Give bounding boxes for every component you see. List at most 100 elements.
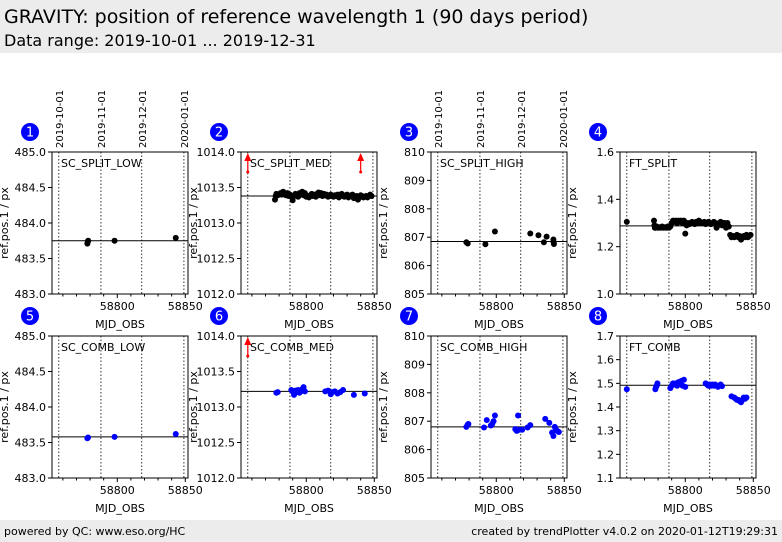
x-axis-label: MJD_OBS — [474, 502, 524, 515]
data-point — [483, 417, 490, 424]
page-header: GRAVITY: position of reference wavelengt… — [0, 0, 782, 53]
data-point — [361, 390, 368, 397]
data-point — [719, 383, 725, 390]
page-title: GRAVITY: position of reference wavelengt… — [4, 6, 589, 28]
data-point — [491, 228, 498, 235]
y-tick-label: 483.0 — [15, 288, 47, 301]
x-axis-label: MJD_OBS — [284, 502, 334, 515]
y-tick-label: 1012.5 — [197, 253, 236, 266]
data-point — [542, 415, 549, 422]
axes-frame — [619, 335, 757, 479]
data-point — [550, 432, 557, 439]
x-tick-label: 58850 — [168, 484, 203, 497]
y-tick-label: 808 — [404, 387, 425, 400]
y-axis-label: ref.pos.1 / px — [0, 371, 11, 443]
data-point — [519, 426, 526, 433]
y-tick-label: 1.0 — [597, 288, 615, 301]
axes-frame — [430, 151, 568, 295]
powered-by-text: powered by QC: www.eso.org/HC — [4, 525, 186, 538]
date-tick-label: 2020-01-01 — [559, 90, 570, 148]
data-point — [465, 421, 472, 428]
y-tick-label: 1013.0 — [197, 401, 236, 414]
y-tick-label: 485.0 — [15, 146, 47, 159]
data-point — [490, 418, 497, 425]
panel-6: 6 1012.0 1012.5 1013.0 1013.5 1014.0 58800 5885… — [187, 307, 392, 515]
y-axis-label: ref.pos.1 / px — [566, 187, 579, 259]
x-axis-label: MJD_OBS — [95, 318, 145, 331]
panel-5: 5 483.0 483.5 484.0 484.5 485.0 58800 58850 MJD_… — [0, 307, 203, 515]
y-tick-label: 1.6 — [597, 354, 615, 367]
y-tick-label: 809 — [404, 174, 425, 187]
panel-badge-number: 5 — [26, 310, 34, 325]
axes-frame — [240, 335, 378, 479]
data-point — [368, 193, 375, 200]
data-point — [555, 428, 562, 435]
panel-7: 7 805 806 807 808 809 810 58800 58850 MJD_OBS ref.… — [377, 307, 582, 515]
data-point — [85, 434, 92, 441]
y-tick-label: 1.2 — [597, 448, 615, 461]
y-tick-label: 1.3 — [597, 425, 615, 438]
panel-badge-number: 3 — [405, 126, 413, 141]
data-point — [274, 389, 281, 396]
page-footer: powered by QC: www.eso.org/HC created by… — [0, 520, 782, 542]
data-point — [111, 237, 118, 244]
y-tick-label: 809 — [404, 358, 425, 371]
y-tick-label: 484.5 — [15, 182, 47, 195]
x-axis-label: MJD_OBS — [284, 318, 334, 331]
y-axis-label: ref.pos.1 / px — [377, 371, 390, 443]
y-tick-label: 1013.5 — [197, 366, 236, 379]
data-point — [651, 217, 657, 224]
x-tick-label: 58800 — [289, 484, 324, 497]
data-point — [527, 230, 534, 237]
data-range-subtitle: Data range: 2019-10-01 ... 2019-12-31 — [4, 31, 316, 50]
data-point — [550, 241, 557, 248]
data-point — [654, 380, 661, 387]
x-tick-label: 58850 — [547, 484, 582, 497]
panel-label: SC_SPLIT_HIGH — [440, 157, 524, 170]
data-point — [543, 233, 550, 240]
x-tick-label: 58800 — [289, 300, 324, 313]
outlier-arrow-icon — [244, 153, 252, 161]
panel-badge — [21, 307, 39, 325]
x-tick-label: 58850 — [357, 300, 392, 313]
data-point — [85, 237, 92, 244]
y-axis-label: ref.pos.1 / px — [187, 371, 200, 443]
y-tick-label: 483.5 — [15, 253, 47, 266]
panel-badge — [400, 123, 418, 141]
y-tick-label: 1.4 — [597, 401, 615, 414]
data-point — [340, 386, 346, 393]
panel-badge-number: 8 — [594, 310, 602, 325]
panel-label: SC_COMB_MED — [250, 341, 334, 354]
data-point — [743, 394, 750, 401]
data-point — [482, 241, 489, 248]
y-tick-label: 484.0 — [15, 217, 47, 230]
data-point — [546, 419, 553, 426]
y-tick-label: 805 — [404, 288, 425, 301]
x-tick-label: 58800 — [668, 484, 703, 497]
panel-badge — [210, 123, 228, 141]
y-tick-label: 807 — [404, 415, 425, 428]
data-point — [301, 388, 308, 395]
panel-badge-number: 6 — [215, 310, 223, 325]
y-tick-label: 485.0 — [15, 330, 47, 343]
x-axis-label: MJD_OBS — [474, 318, 524, 331]
y-tick-label: 483.0 — [15, 472, 47, 485]
y-tick-label: 805 — [404, 472, 425, 485]
data-point — [747, 231, 754, 238]
panel-4: 4 1.0 1.2 1.4 1.6 58800 58850 MJD_OBS ref.pos.1 … — [566, 123, 771, 331]
y-tick-label: 1.1 — [597, 472, 615, 485]
data-point — [527, 422, 534, 429]
data-point — [540, 239, 547, 246]
outlier-marker — [246, 170, 250, 174]
data-point — [682, 230, 689, 237]
panel-label: FT_COMB — [629, 341, 681, 354]
data-point — [623, 218, 630, 225]
data-point — [111, 433, 118, 440]
y-tick-label: 1013.5 — [197, 182, 236, 195]
x-tick-label: 58850 — [736, 484, 771, 497]
data-point — [682, 383, 689, 390]
created-by-text: created by trendPlotter v4.0.2 on 2020-0… — [471, 525, 778, 538]
axes-frame — [619, 151, 757, 295]
data-point — [725, 223, 732, 230]
x-tick-label: 58800 — [668, 300, 703, 313]
